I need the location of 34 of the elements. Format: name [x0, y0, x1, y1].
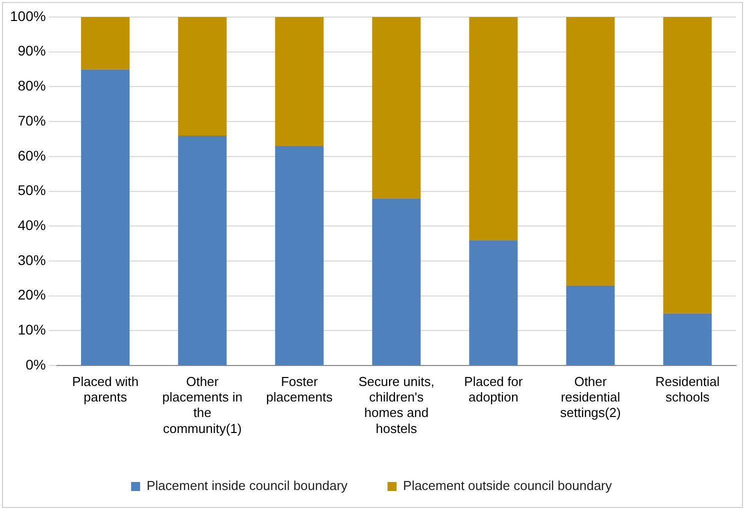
y-tick-label: 60% — [18, 147, 46, 164]
bar — [275, 17, 324, 146]
bar — [469, 240, 518, 366]
y-tick-label: 30% — [18, 252, 46, 268]
y-tick-label: 20% — [18, 286, 46, 303]
y-tick-label: 10% — [18, 322, 46, 338]
bar — [663, 17, 712, 314]
legend-label: Placement inside council boundary — [146, 478, 348, 494]
bar — [81, 17, 130, 70]
bar — [275, 146, 324, 366]
x-tick-label: Residential schools — [655, 374, 720, 405]
y-tick-label: 70% — [18, 112, 46, 128]
bar — [372, 198, 421, 366]
x-tick-label: Placed for adoption — [464, 374, 524, 405]
legend-label: Placement outside council boundary — [403, 478, 612, 494]
y-tick-label: 100% — [10, 8, 46, 24]
bar — [372, 17, 421, 198]
x-tick-label: Foster placements — [266, 374, 334, 405]
bar — [178, 136, 227, 366]
y-tick-label: 90% — [18, 42, 46, 59]
bar — [663, 313, 712, 366]
x-tick-label: Placed with parents — [72, 374, 139, 405]
bar — [178, 17, 227, 136]
bar — [566, 285, 615, 366]
y-tick-label: 0% — [26, 356, 46, 372]
x-tick-label: Other placements in the community(1) — [162, 374, 242, 436]
y-tick-label: 50% — [18, 182, 46, 198]
x-tick-label: Other residential settings(2) — [560, 374, 621, 420]
y-tick-label: 80% — [18, 78, 46, 94]
bar — [469, 17, 518, 240]
bar — [566, 17, 615, 286]
bar — [81, 69, 130, 366]
y-tick-label: 40% — [18, 217, 46, 234]
x-tick-label: Secure units, children's homes and hostels — [358, 374, 434, 436]
